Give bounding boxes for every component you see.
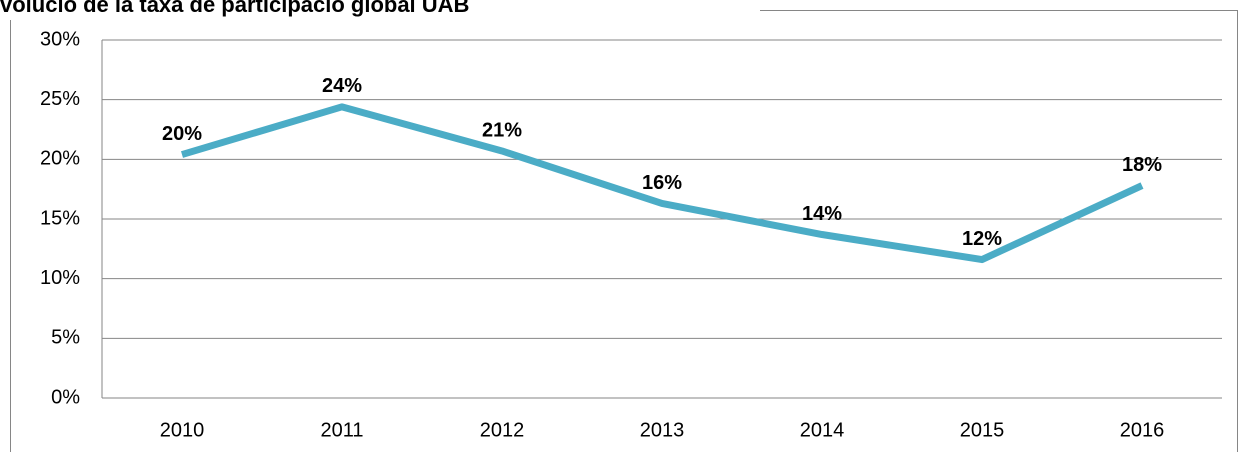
x-tick-label: 2011 — [320, 419, 363, 441]
x-tick-label: 2012 — [480, 419, 525, 441]
title-background — [0, 0, 760, 20]
x-tick-label: 2014 — [800, 419, 845, 441]
chart-title: volució de la taxa de participació globa… — [0, 0, 469, 17]
y-tick-label: 30% — [40, 28, 80, 50]
x-tick-label: 2015 — [960, 419, 1005, 441]
y-tick-label: 10% — [40, 267, 80, 289]
data-label: 24% — [322, 75, 362, 97]
x-tick-label: 2010 — [160, 419, 205, 441]
data-label: 12% — [962, 228, 1002, 250]
data-label: 16% — [642, 172, 682, 194]
data-label: 20% — [162, 123, 202, 145]
y-tick-label: 0% — [51, 386, 80, 408]
data-label: 18% — [1122, 154, 1162, 176]
y-tick-label: 25% — [40, 88, 80, 110]
line-series — [180, 103, 1144, 264]
data-label: 14% — [802, 203, 842, 225]
chart-frame — [10, 10, 1238, 452]
y-tick-label: 5% — [51, 327, 80, 349]
y-tick-label: 15% — [40, 207, 80, 229]
x-tick-label: 2016 — [1120, 419, 1165, 441]
x-tick-label: 2013 — [640, 419, 685, 441]
data-label: 21% — [482, 119, 522, 141]
y-tick-label: 20% — [40, 148, 80, 170]
